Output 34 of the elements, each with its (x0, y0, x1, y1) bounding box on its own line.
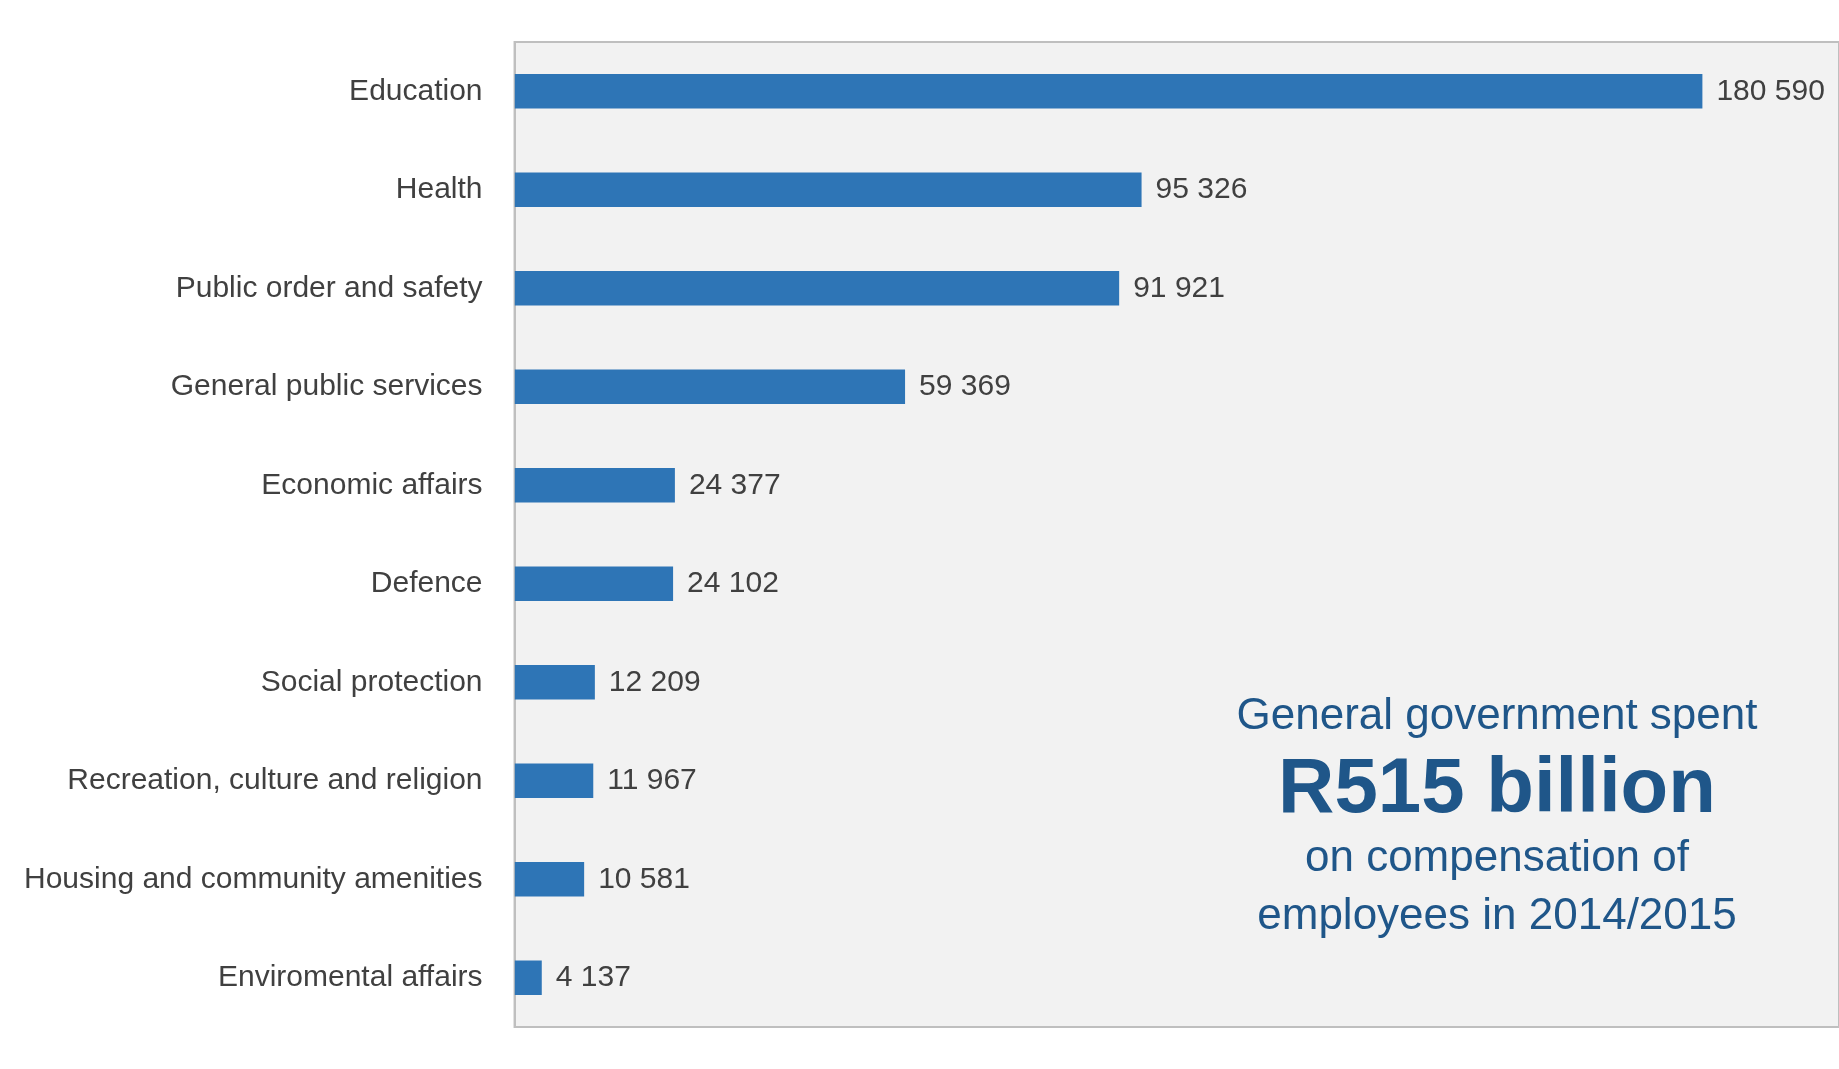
annotation: on compensation of (1304, 831, 1690, 880)
bar (514, 369, 906, 404)
y-tick-label: Social protection (260, 663, 483, 697)
bar (514, 862, 585, 897)
y-tick-label: Enviromental affairs (217, 959, 483, 993)
bar (514, 960, 542, 995)
data-label: 24 102 (687, 565, 779, 599)
annotation: General government spent (1236, 689, 1758, 738)
bar (514, 172, 1142, 207)
data-label: 95 326 (1155, 171, 1248, 205)
y-tick-label: Housing and community amenities (23, 860, 483, 894)
y-tick-label: Economic affairs (261, 466, 483, 500)
y-tick-label: Education (349, 72, 483, 106)
bar (514, 566, 674, 601)
annotation: R515 billion (1277, 741, 1717, 829)
bar (514, 271, 1120, 306)
data-label: 11 967 (607, 762, 697, 796)
bar (514, 763, 594, 798)
y-tick-label: Public order and safety (175, 269, 483, 303)
bar (514, 74, 1703, 109)
data-label: 59 369 (919, 368, 1011, 402)
y-tick-label: General public services (170, 368, 483, 402)
data-label: 4 137 (555, 959, 631, 993)
y-tick-label: Recreation, culture and religion (67, 762, 483, 796)
data-label: 12 209 (608, 663, 701, 697)
annotation: employees in 2014/2015 (1256, 888, 1738, 940)
bar (514, 665, 595, 700)
data-label: 91 921 (1133, 269, 1225, 303)
bar (514, 468, 675, 503)
y-tick-label: Defence (370, 565, 483, 599)
data-label: 10 581 (598, 860, 690, 894)
data-label: 180 590 (1716, 72, 1825, 106)
data-label: 24 377 (688, 466, 781, 500)
y-tick-label: Health (395, 171, 483, 205)
